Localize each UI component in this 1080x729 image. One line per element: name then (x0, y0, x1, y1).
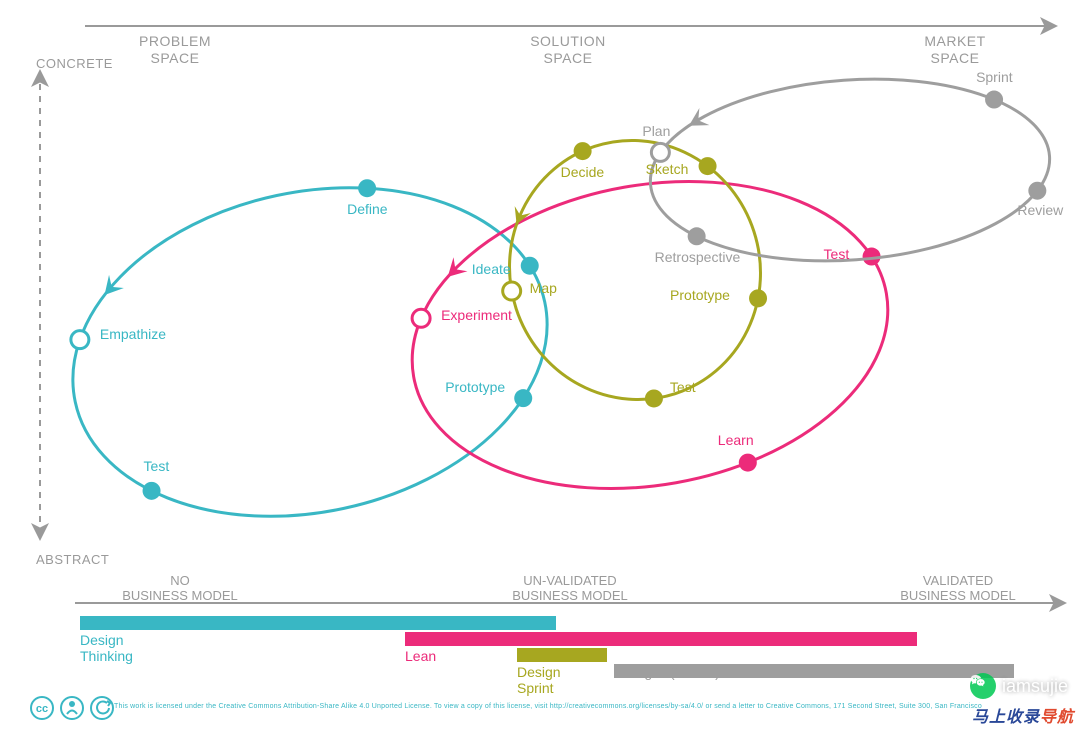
agile-loop-start-node (651, 143, 669, 161)
label-line2: SPACE (544, 50, 593, 66)
label-line1: Design (517, 664, 561, 680)
design-thinking-loop-node (358, 179, 376, 197)
label-line1: NO (170, 573, 190, 588)
bar-label-design-thinking: Design Thinking (80, 632, 133, 664)
design-sprint-loop-node (699, 157, 717, 175)
bar-label-design-sprint: Design Sprint (517, 664, 561, 696)
label-line2: BUSINESS MODEL (122, 588, 238, 603)
bm-label-unvalidated: UN-VALIDATED BUSINESS MODEL (470, 574, 670, 604)
bm-label-no: NO BUSINESS MODEL (100, 574, 260, 604)
design-thinking-loop-node (514, 389, 532, 407)
nav-watermark: 马上收录导航 (972, 703, 1074, 727)
agile-loop-arrow-icon (684, 108, 710, 134)
design-sprint-loop-node-label-1: Sketch (646, 161, 689, 177)
license-text: This work is licensed under the Creative… (114, 703, 1054, 710)
label-line2: BUSINESS MODEL (900, 588, 1016, 603)
top-axis-label-solution: SOLUTION SPACE (503, 33, 633, 67)
agile-loop-node (985, 91, 1003, 109)
nav-watermark-b: 导航 (1040, 709, 1074, 726)
label-line1: PROBLEM (139, 33, 211, 49)
label-line1: MARKET (924, 33, 985, 49)
label-line1: UN-VALIDATED (523, 573, 616, 588)
design-thinking-loop-node (143, 482, 161, 500)
top-axis-label-market: MARKET SPACE (890, 33, 1020, 67)
design-sprint-loop-node (749, 289, 767, 307)
lean-bar (405, 632, 917, 646)
design-thinking-loop-start-label: Empathize (100, 326, 166, 342)
design-sprint-loop-node-label-2: Prototype (670, 287, 730, 303)
label-line1: SOLUTION (530, 33, 606, 49)
label-line2: SPACE (931, 50, 980, 66)
agile-loop-start-label: Plan (642, 123, 670, 139)
label-line1: Lean (405, 648, 436, 664)
design-thinking-loop-start-node (71, 331, 89, 349)
design-thinking-loop-node-label-3: Test (144, 458, 170, 474)
design-sprint-loop-node-label-0: Decide (561, 164, 605, 180)
design-sprint-bar (517, 648, 607, 662)
nav-watermark-a: 马上收录 (972, 709, 1040, 726)
y-axis-bottom-label: ABSTRACT (36, 552, 109, 567)
agile-loop-node (688, 227, 706, 245)
design-thinking-bar (80, 616, 556, 630)
bar-label-lean: Lean (405, 648, 436, 664)
wechat-icon (970, 673, 996, 699)
design-sprint-loop-node (574, 142, 592, 160)
design-sprint-loop-start-label: Map (530, 280, 557, 296)
lean-loop-node (739, 454, 757, 472)
watermark-handle: iamsujie (1002, 676, 1068, 697)
y-axis-top-label: CONCRETE (36, 56, 113, 71)
lean-loop-start-label: Experiment (441, 307, 512, 323)
diagram-canvas (0, 0, 1080, 729)
lean-loop-node-label-0: Test (824, 246, 850, 262)
wechat-watermark: iamsujie (970, 673, 1068, 699)
design-sprint-loop-node (645, 389, 663, 407)
design-thinking-loop (42, 146, 578, 559)
bar-label-agile: Agile (Scrum) (635, 664, 720, 680)
agile-loop-node-label-2: Retrospective (655, 249, 741, 265)
label-line1: Design (80, 632, 124, 648)
agile-loop-node-label-0: Sprint (976, 69, 1013, 85)
lean-loop (388, 146, 913, 525)
agile-loop-node-label-1: Review (1017, 202, 1063, 218)
label-line2: Thinking (80, 648, 133, 664)
design-thinking-loop-node-label-2: Prototype (445, 379, 505, 395)
design-thinking-loop-node-label-1: Ideate (472, 261, 511, 277)
label-line2: SPACE (151, 50, 200, 66)
svg-text:cc: cc (36, 703, 48, 715)
design-sprint-loop-start-node (503, 282, 521, 300)
label-line2: Sprint (517, 680, 554, 696)
design-thinking-loop-node-label-0: Define (347, 201, 387, 217)
label-line1: Agile (Scrum) (635, 664, 720, 680)
lean-loop-node-label-1: Learn (718, 432, 754, 448)
design-sprint-loop-node-label-3: Test (670, 379, 696, 395)
bm-label-validated: VALIDATED BUSINESS MODEL (858, 574, 1058, 604)
agile-loop-node (1028, 182, 1046, 200)
lean-loop-start-node (412, 309, 430, 327)
top-axis-label-problem: PROBLEM SPACE (110, 33, 240, 67)
label-line2: BUSINESS MODEL (512, 588, 628, 603)
label-line1: VALIDATED (923, 573, 993, 588)
design-thinking-loop-node (521, 257, 539, 275)
